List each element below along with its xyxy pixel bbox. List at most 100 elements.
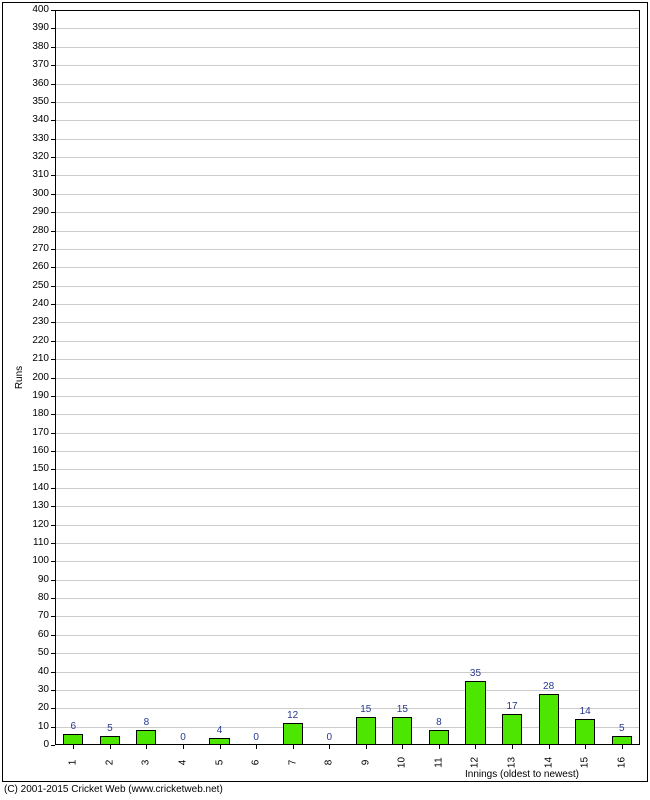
y-tick-mark [51,102,55,103]
gridline [56,304,639,305]
x-tick-mark [293,745,294,749]
y-tick-mark [51,249,55,250]
y-tick-label: 50 [23,647,49,658]
bar-value-label: 8 [424,717,454,728]
x-tick-mark [220,745,221,749]
y-tick-label: 170 [23,427,49,438]
y-tick-label: 20 [23,702,49,713]
gridline [56,506,639,507]
y-tick-label: 160 [23,445,49,456]
gridline [56,28,639,29]
gridline [56,414,639,415]
gridline [56,139,639,140]
x-tick-label: 7 [287,753,298,773]
y-tick-mark [51,708,55,709]
y-tick-label: 0 [23,739,49,750]
y-tick-label: 350 [23,96,49,107]
y-tick-label: 320 [23,151,49,162]
y-tick-mark [51,469,55,470]
y-tick-label: 150 [23,463,49,474]
gridline [56,561,639,562]
gridline [56,212,639,213]
y-tick-mark [51,10,55,11]
gridline [56,616,639,617]
gridline [56,249,639,250]
gridline [56,175,639,176]
bar [63,734,83,745]
y-tick-mark [51,84,55,85]
x-tick-label: 4 [177,753,188,773]
y-tick-label: 300 [23,188,49,199]
y-tick-mark [51,690,55,691]
y-tick-mark [51,47,55,48]
y-tick-label: 210 [23,353,49,364]
y-tick-mark [51,414,55,415]
x-tick-mark [622,745,623,749]
y-tick-label: 330 [23,133,49,144]
bar-value-label: 28 [534,681,564,692]
gridline [56,120,639,121]
y-axis-label: Runs [14,365,25,388]
y-tick-label: 100 [23,555,49,566]
bar [100,736,120,745]
y-tick-label: 70 [23,610,49,621]
y-tick-mark [51,359,55,360]
x-tick-mark [73,745,74,749]
x-axis-label: Innings (oldest to newest) [465,769,579,780]
bar [502,714,522,745]
bar [539,694,559,745]
gridline [56,396,639,397]
bar-value-label: 15 [387,704,417,715]
x-tick-mark [585,745,586,749]
gridline [56,267,639,268]
x-tick-label: 9 [360,753,371,773]
x-tick-label: 5 [214,753,225,773]
y-tick-mark [51,451,55,452]
bar [465,681,485,745]
bar [136,730,156,745]
bar [429,730,449,745]
gridline [56,65,639,66]
y-tick-mark [51,525,55,526]
bar [392,717,412,745]
y-tick-mark [51,745,55,746]
gridline [56,194,639,195]
gridline [56,525,639,526]
x-tick-mark [110,745,111,749]
gridline [56,102,639,103]
y-tick-label: 280 [23,225,49,236]
y-tick-label: 390 [23,22,49,33]
x-tick-mark [475,745,476,749]
y-tick-mark [51,506,55,507]
y-tick-label: 60 [23,629,49,640]
y-tick-label: 110 [23,537,49,548]
y-tick-mark [51,616,55,617]
bar-value-label: 6 [58,721,88,732]
bar-value-label: 12 [278,710,308,721]
bar-value-label: 15 [351,704,381,715]
x-tick-mark [366,745,367,749]
x-tick-mark [512,745,513,749]
gridline [56,322,639,323]
y-tick-label: 10 [23,721,49,732]
y-tick-mark [51,28,55,29]
bar-value-label: 14 [570,706,600,717]
y-tick-mark [51,396,55,397]
y-tick-label: 310 [23,169,49,180]
bar-value-label: 0 [168,732,198,743]
y-tick-label: 30 [23,684,49,695]
x-tick-mark [256,745,257,749]
x-tick-mark [549,745,550,749]
y-tick-label: 380 [23,41,49,52]
y-tick-mark [51,304,55,305]
x-tick-label: 6 [251,753,262,773]
gridline [56,672,639,673]
gridline [56,157,639,158]
x-tick-label: 16 [616,753,627,773]
y-tick-label: 260 [23,261,49,272]
bar-value-label: 8 [131,717,161,728]
y-tick-label: 240 [23,298,49,309]
y-tick-label: 250 [23,280,49,291]
bar-value-label: 0 [241,732,271,743]
y-tick-mark [51,543,55,544]
